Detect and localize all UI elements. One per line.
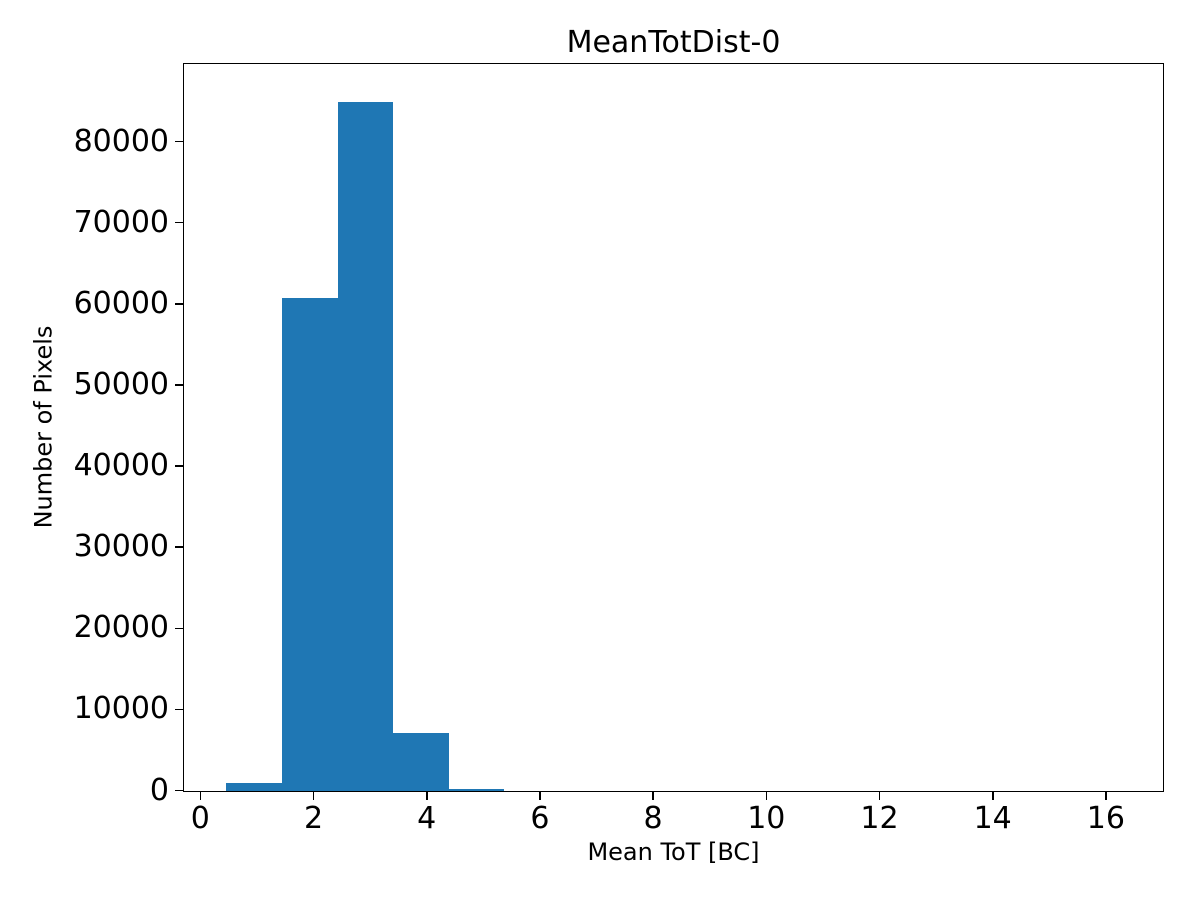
y-tick-label: 10000 <box>73 691 169 727</box>
x-tick-label: 4 <box>417 801 437 836</box>
histogram-bar <box>393 732 449 791</box>
y-tick-mark <box>175 546 183 548</box>
x-tick-mark <box>199 792 202 800</box>
x-tick-mark <box>765 792 768 800</box>
y-tick-mark <box>175 384 183 386</box>
x-tick-label: 8 <box>643 801 663 836</box>
y-tick-label: 20000 <box>73 610 169 646</box>
x-tick-label: 0 <box>190 801 210 836</box>
y-tick-mark <box>175 465 183 467</box>
x-tick-mark <box>426 792 428 800</box>
x-tick-label: 6 <box>530 801 550 836</box>
histogram-bar <box>281 297 338 791</box>
y-tick-label: 60000 <box>73 285 169 321</box>
x-tick-label: 12 <box>860 801 899 836</box>
histogram-bar <box>448 788 505 791</box>
y-tick-label: 50000 <box>73 366 169 402</box>
y-tick-label: 30000 <box>73 529 169 565</box>
chart-title: MeanTotDist-0 <box>566 25 781 60</box>
y-tick-mark <box>175 789 183 792</box>
y-tick-label: 70000 <box>73 204 169 240</box>
x-tick-label: 16 <box>1086 801 1125 836</box>
x-tick-mark <box>312 792 315 800</box>
y-tick-label: 40000 <box>73 448 169 483</box>
x-tick-mark <box>1105 792 1107 800</box>
x-tick-mark <box>539 792 541 800</box>
y-tick-mark <box>175 627 183 629</box>
y-axis-label: Number of Pixels <box>29 325 58 529</box>
y-tick-mark <box>175 221 183 224</box>
histogram-bar <box>225 783 282 791</box>
x-tick-mark <box>992 792 994 800</box>
y-tick-label: 0 <box>149 772 169 808</box>
x-tick-mark <box>878 792 881 800</box>
x-tick-label: 2 <box>303 801 324 836</box>
y-tick-mark <box>175 140 183 143</box>
histogram-bar <box>337 102 394 791</box>
y-tick-label: 80000 <box>73 123 169 159</box>
x-tick-label: 10 <box>747 801 786 836</box>
x-tick-label: 14 <box>973 801 1012 836</box>
y-tick-mark <box>175 303 183 305</box>
x-axis-label: Mean ToT [BC] <box>587 838 760 866</box>
plot-area <box>183 63 1164 792</box>
x-tick-mark <box>652 792 654 800</box>
y-tick-mark <box>175 708 183 711</box>
